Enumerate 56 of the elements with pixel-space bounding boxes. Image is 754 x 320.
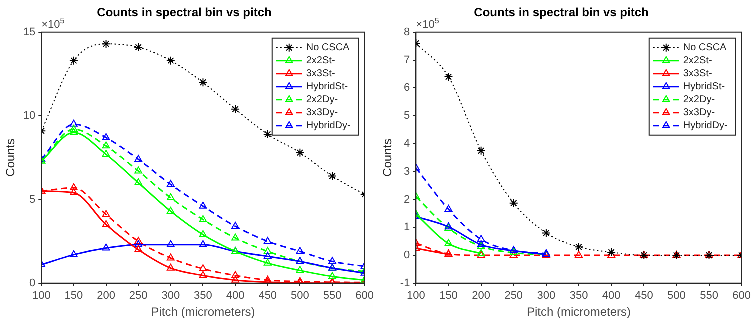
y-tick-label: 1 — [404, 222, 410, 234]
x-tick-label: 100 — [407, 290, 426, 302]
x-tick-label: 500 — [291, 290, 310, 302]
legend-label: HybridSt- — [683, 82, 726, 93]
x-tick-label: 550 — [700, 290, 718, 302]
legend-label: 2x2St- — [306, 56, 336, 67]
y-tick-label: 0 — [30, 277, 36, 290]
y-tick-label: 5 — [404, 110, 410, 122]
legend-label: HybridDy- — [306, 120, 351, 132]
legend-label: 3x3Dy- — [683, 108, 716, 119]
x-tick-label: 200 — [97, 290, 116, 302]
y-tick-label: 2 — [404, 194, 410, 206]
legend-label: HybridSt- — [306, 82, 348, 93]
x-tick-label: 350 — [194, 290, 212, 302]
x-tick-label: 300 — [162, 290, 180, 302]
x-tick-label: 550 — [323, 290, 342, 302]
legend-label: 3x3St- — [306, 68, 336, 80]
x-tick-label: 400 — [226, 290, 245, 302]
x-tick-label: 450 — [634, 290, 654, 302]
x-tick-label: 150 — [440, 290, 458, 302]
chart-title: Counts in spectral bin vs pitch — [97, 6, 272, 20]
x-axis-title: Pitch (micrometers) — [151, 305, 256, 320]
x-tick-label: 250 — [504, 290, 524, 302]
y-tick-label: 7 — [404, 54, 410, 66]
legend-label: No CSCA — [683, 42, 728, 54]
x-tick-label: 600 — [356, 290, 374, 302]
x-tick-label: 350 — [570, 290, 588, 302]
x-axis-title: Pitch (micrometers) — [526, 305, 632, 320]
x-tick-label: 400 — [602, 290, 621, 302]
y-axis-title: Counts — [4, 138, 18, 177]
y-tick-label: 10 — [23, 110, 36, 122]
x-tick-label: 450 — [258, 290, 278, 302]
legend-label: 2x2Dy- — [306, 94, 338, 106]
y-axis-title: Counts — [380, 138, 395, 177]
x-tick-label: 600 — [732, 290, 752, 302]
x-tick-label: 500 — [668, 290, 686, 302]
legend-label: HybridDy- — [683, 120, 728, 132]
chart-title: Counts in spectral bin vs pitch — [474, 6, 649, 20]
legend-label: 2x2Dy- — [683, 94, 716, 106]
x-tick-label: 200 — [472, 290, 490, 302]
y-tick-label: -1 — [400, 277, 410, 290]
y-tick-label: 3 — [404, 166, 410, 178]
x-tick-label: 250 — [129, 290, 148, 302]
legend-label: 3x3Dy- — [306, 108, 338, 119]
y-tick-label: 15 — [23, 26, 36, 38]
x-tick-label: 100 — [32, 290, 51, 302]
y-tick-label: 0 — [404, 250, 410, 262]
legend-label: No CSCA — [306, 42, 350, 54]
y-tick-label: 8 — [404, 26, 410, 38]
y-tick-label: 4 — [404, 138, 410, 150]
legend-label: 2x2St- — [683, 56, 712, 67]
y-tick-label: 6 — [404, 82, 410, 94]
x-tick-label: 150 — [64, 290, 84, 302]
y-tick-label: 5 — [30, 194, 36, 206]
legend-label: 3x3St- — [683, 68, 712, 80]
x-tick-label: 300 — [537, 290, 556, 302]
